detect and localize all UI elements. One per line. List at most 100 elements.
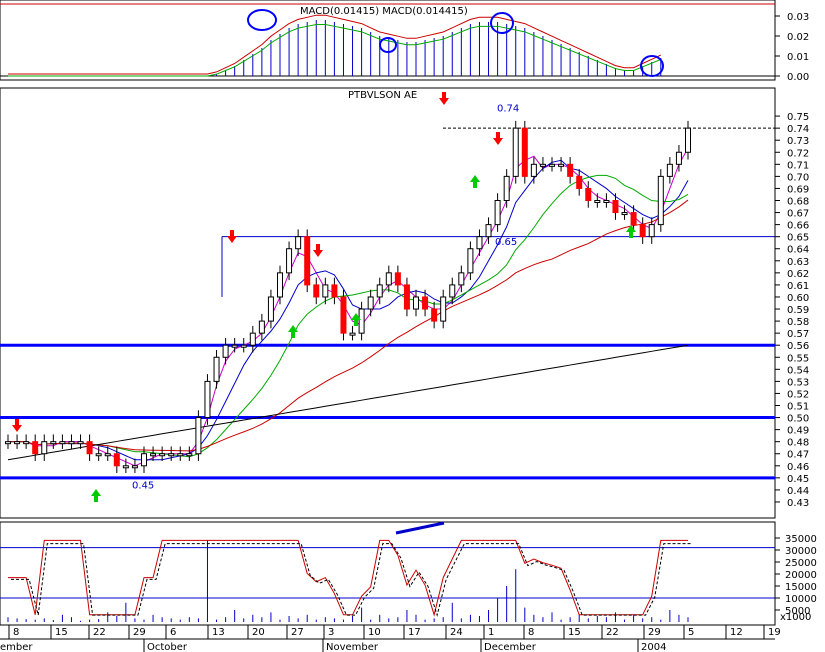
x-tick-label: 8 bbox=[13, 627, 19, 638]
candle bbox=[240, 344, 247, 348]
price-tick-label: 0.46 bbox=[787, 462, 809, 473]
candle bbox=[213, 356, 220, 382]
candle bbox=[648, 224, 655, 238]
price-tick-label: 0.65 bbox=[787, 233, 809, 244]
candle bbox=[267, 296, 274, 322]
arrow-head bbox=[12, 425, 22, 432]
price-tick-label: 0.75 bbox=[787, 112, 809, 123]
x-tick-label: 12 bbox=[730, 627, 743, 638]
candle bbox=[367, 296, 374, 310]
ma-long-line bbox=[8, 199, 689, 452]
candle bbox=[394, 272, 401, 286]
candle bbox=[639, 224, 646, 238]
candle bbox=[567, 163, 574, 177]
x-tick-label: 24 bbox=[450, 627, 463, 638]
sell-arrow-icon bbox=[227, 230, 237, 243]
level-label: 0.65 bbox=[495, 237, 517, 248]
candle bbox=[222, 344, 229, 358]
candle bbox=[413, 296, 419, 310]
arrow-shaft bbox=[15, 419, 19, 425]
price-tick-label: 0.73 bbox=[787, 136, 809, 147]
level-label: 0.45 bbox=[132, 481, 154, 492]
candle bbox=[331, 284, 338, 298]
arrow-head bbox=[288, 325, 298, 332]
candle bbox=[467, 248, 474, 274]
price-tick-label: 0.60 bbox=[787, 293, 809, 304]
arrow-head bbox=[439, 98, 449, 105]
stoch-tick-label: 30000 bbox=[785, 546, 817, 557]
buy-arrow-icon bbox=[351, 313, 361, 326]
candle bbox=[14, 441, 21, 445]
price-tick-label: 0.56 bbox=[787, 341, 809, 352]
candle bbox=[530, 163, 537, 177]
macd-frame bbox=[0, 0, 776, 81]
x-tick-label: 20 bbox=[252, 627, 265, 638]
candle bbox=[376, 284, 383, 298]
candle bbox=[286, 248, 293, 274]
buy-arrow-icon bbox=[470, 175, 480, 188]
price-tick-label: 0.44 bbox=[787, 486, 809, 497]
candle bbox=[122, 465, 129, 469]
price-tick-label: 0.47 bbox=[787, 450, 809, 461]
price-tick-label: 0.71 bbox=[787, 160, 809, 171]
stoch-tick-label: 20000 bbox=[785, 570, 817, 581]
candle bbox=[621, 212, 628, 216]
candle bbox=[32, 441, 39, 455]
candle bbox=[277, 272, 283, 298]
price-frame bbox=[0, 87, 776, 519]
candle bbox=[476, 236, 483, 250]
arrow-head bbox=[91, 489, 101, 496]
sell-arrow-icon bbox=[12, 419, 22, 432]
stoch-tick-label: 10000 bbox=[785, 594, 817, 605]
highlight-circle bbox=[379, 37, 397, 53]
arrow-head bbox=[493, 138, 503, 145]
arrow-shaft bbox=[496, 132, 500, 138]
price-tick-label: 0.66 bbox=[787, 221, 809, 232]
price-tick-label: 0.62 bbox=[787, 269, 809, 280]
price-tick-label: 0.57 bbox=[787, 329, 809, 340]
price-tick-label: 0.64 bbox=[787, 245, 809, 256]
candle bbox=[666, 163, 673, 177]
x-tick-label: 17 bbox=[408, 627, 421, 638]
candle bbox=[521, 127, 528, 177]
candle bbox=[186, 453, 193, 457]
stoch-tick-label: 25000 bbox=[785, 558, 817, 569]
price-tick-label: 0.59 bbox=[787, 305, 809, 316]
price-tick-label: 0.49 bbox=[787, 426, 809, 437]
candle bbox=[249, 332, 256, 346]
scale-label: x1000 bbox=[780, 612, 811, 623]
candle bbox=[422, 296, 429, 310]
candle bbox=[50, 441, 57, 445]
buy-arrow-icon bbox=[626, 225, 636, 238]
candle bbox=[68, 441, 75, 445]
candle bbox=[313, 284, 320, 298]
ma-mid-line bbox=[8, 159, 689, 461]
candle bbox=[657, 175, 664, 226]
candle bbox=[304, 236, 311, 286]
highlight-circle bbox=[490, 12, 514, 34]
macd-tick-label: 0.00 bbox=[787, 72, 809, 83]
macd-tick-label: 0.02 bbox=[787, 32, 809, 43]
price-tick-label: 0.67 bbox=[787, 209, 809, 220]
stoch-tick-label: 15000 bbox=[785, 582, 817, 593]
x-tick-label: 5 bbox=[688, 627, 694, 638]
candle bbox=[512, 127, 519, 177]
price-title: PTBVLSON AE bbox=[348, 90, 417, 101]
ma-longest-line bbox=[7, 344, 689, 461]
x-tick-label: 10 bbox=[368, 627, 381, 638]
stoch-k-line bbox=[8, 539, 688, 617]
candle bbox=[630, 212, 637, 226]
macd-title: MACD(0.01415) MACD(0.014415) bbox=[300, 6, 468, 17]
highlight-circle bbox=[247, 9, 277, 31]
price-tick-label: 0.72 bbox=[787, 148, 809, 159]
arrow-shaft bbox=[230, 230, 234, 236]
sell-arrow-icon bbox=[313, 244, 323, 257]
level-label: 0.74 bbox=[497, 103, 519, 114]
price-panel: 0.750.740.730.720.710.700.690.680.670.66… bbox=[0, 87, 809, 519]
price-tick-label: 0.54 bbox=[787, 365, 809, 376]
candle bbox=[685, 127, 691, 153]
macd-line bbox=[8, 23, 661, 77]
arrow-head bbox=[470, 175, 480, 182]
x-tick-label: 29 bbox=[648, 627, 661, 638]
